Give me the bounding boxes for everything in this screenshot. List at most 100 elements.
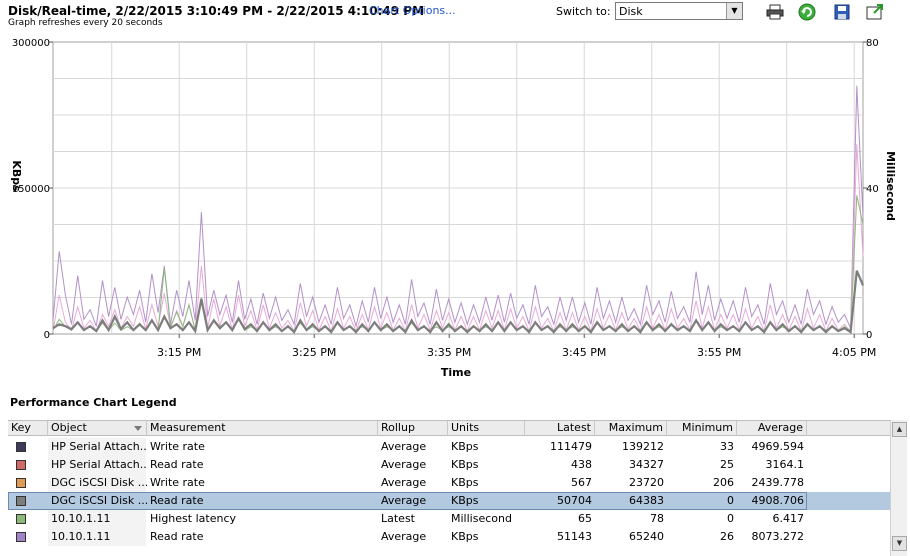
- cell-units: Millisecond: [451, 512, 512, 525]
- save-icon[interactable]: [832, 2, 852, 22]
- col-minimum[interactable]: Minimum: [667, 421, 737, 436]
- cell-object: HP Serial Attach...: [51, 440, 147, 453]
- object-cell-background: [48, 456, 146, 474]
- x-tick-label: 3:45 PM: [562, 346, 606, 359]
- performance-chart: 300000 150000 0 80 40 0 3:15 PM 3:25 PM 3:35 PM 3…: [10, 38, 897, 379]
- switch-to-label: Switch to:: [556, 5, 611, 18]
- y-tick-label: 300000: [12, 38, 50, 49]
- cell-maximum: 78: [650, 512, 664, 525]
- cell-latest: 51143: [557, 530, 592, 543]
- cell-measurement: Read rate: [150, 458, 204, 471]
- col-latest[interactable]: Latest: [525, 421, 595, 436]
- sort-descending-icon: [134, 426, 142, 431]
- y-tick-label: 0: [44, 330, 50, 341]
- y-tick-label: 150000: [12, 184, 50, 195]
- cell-object: DGC iSCSI Disk ...: [51, 476, 147, 489]
- chart-grid: [52, 41, 864, 335]
- x-tick-label: 3:25 PM: [292, 346, 336, 359]
- col-object[interactable]: Object: [48, 421, 147, 436]
- cell-latest: 438: [571, 458, 592, 471]
- y2-axis-label: Millisecond: [884, 151, 897, 221]
- col-average[interactable]: Average: [737, 421, 807, 436]
- chart-header: Disk/Real-time, 2/22/2015 3:10:49 PM - 2…: [0, 0, 910, 36]
- cell-units: KBps: [451, 494, 479, 507]
- cell-rollup: Average: [381, 440, 427, 453]
- cell-latest: 111479: [550, 440, 592, 453]
- cell-average: 8073.272: [751, 530, 805, 543]
- popout-icon[interactable]: [865, 2, 885, 22]
- cell-maximum: 34327: [629, 458, 664, 471]
- series-line-0: [52, 85, 864, 329]
- switch-to-value: Disk: [619, 5, 643, 18]
- cell-average: 3164.1: [765, 458, 805, 471]
- series-color-swatch: [16, 478, 26, 488]
- legend-row[interactable]: DGC iSCSI Disk ... Read rate Average KBps 50…: [8, 492, 890, 510]
- object-cell-background: [48, 438, 146, 456]
- cell-maximum: 65240: [629, 530, 664, 543]
- object-cell-background: [48, 510, 146, 528]
- chevron-down-icon[interactable]: ▼: [726, 3, 742, 19]
- cell-maximum: 23720: [629, 476, 664, 489]
- cell-measurement: Read rate: [150, 530, 204, 543]
- object-cell-background: [48, 528, 146, 546]
- cell-measurement: Read rate: [150, 494, 204, 507]
- series-color-swatch: [16, 442, 26, 452]
- switch-to-select[interactable]: Disk ▼: [615, 2, 743, 20]
- chart-axes: 300000 150000 0 80 40 0 3:15 PM 3:25 PM 3:35 PM 3…: [12, 38, 879, 359]
- cell-average: 4908.706: [751, 494, 805, 507]
- cell-units: KBps: [451, 476, 479, 489]
- cell-minimum: 0: [727, 512, 734, 525]
- cell-average: 4969.594: [751, 440, 805, 453]
- cell-rollup: Average: [381, 476, 427, 489]
- legend-row[interactable]: HP Serial Attach... Read rate Average KBps 4…: [8, 456, 890, 474]
- cell-object: HP Serial Attach...: [51, 458, 147, 471]
- legend-row[interactable]: 10.10.1.11 Highest latency Latest Milliseco…: [8, 510, 890, 528]
- x-tick-label: 3:55 PM: [697, 346, 741, 359]
- cell-units: KBps: [451, 440, 479, 453]
- y2-tick-label: 0: [866, 330, 872, 341]
- cell-minimum: 206: [713, 476, 734, 489]
- col-maximum[interactable]: Maximum: [595, 421, 667, 436]
- y2-tick-label: 80: [866, 38, 879, 49]
- cell-rollup: Latest: [381, 512, 415, 525]
- cell-rollup: Average: [381, 458, 427, 471]
- scroll-up-icon[interactable]: ▲: [892, 422, 907, 437]
- cell-object: DGC iSCSI Disk ...: [51, 494, 147, 507]
- cell-maximum: 64383: [629, 494, 664, 507]
- print-icon[interactable]: [765, 2, 785, 22]
- legend-row[interactable]: 10.10.1.11 Read rate Average KBps 51143 65240…: [8, 528, 890, 546]
- legend-row[interactable]: HP Serial Attach... Write rate Average KBps…: [8, 438, 890, 456]
- chart-options-link[interactable]: Chart Options...: [369, 4, 456, 17]
- cell-minimum: 26: [720, 530, 734, 543]
- refresh-note: Graph refreshes every 20 seconds: [8, 18, 163, 28]
- cell-measurement: Highest latency: [150, 512, 236, 525]
- selection-outline: [8, 492, 807, 510]
- cell-average: 2439.778: [751, 476, 805, 489]
- cell-latest: 50704: [557, 494, 592, 507]
- x-tick-label: 4:05 PM: [832, 346, 876, 359]
- cell-units: KBps: [451, 458, 479, 471]
- cell-units: KBps: [451, 530, 479, 543]
- cell-rollup: Average: [381, 494, 427, 507]
- legend-scrollbar[interactable]: ▲ ▼: [890, 420, 907, 556]
- col-rollup[interactable]: Rollup: [378, 421, 448, 436]
- col-measurement[interactable]: Measurement: [147, 421, 378, 436]
- series-color-swatch: [16, 460, 26, 470]
- col-units[interactable]: Units: [448, 421, 525, 436]
- col-key[interactable]: Key: [8, 421, 48, 436]
- chart-series: [52, 85, 865, 334]
- refresh-icon[interactable]: [797, 2, 817, 22]
- series-color-swatch: [16, 532, 26, 542]
- cell-object: 10.10.1.11: [51, 530, 111, 543]
- legend-title: Performance Chart Legend: [10, 396, 177, 409]
- col-object-label: Object: [51, 421, 87, 434]
- cell-minimum: 25: [720, 458, 734, 471]
- cell-measurement: Write rate: [150, 440, 205, 453]
- cell-minimum: 33: [720, 440, 734, 453]
- legend-header: Key Object Measurement Rollup Units Late…: [8, 420, 890, 436]
- scroll-down-icon[interactable]: ▼: [892, 536, 907, 551]
- object-cell-background: [48, 474, 146, 492]
- x-axis-label: Time: [441, 366, 471, 379]
- x-tick-label: 3:15 PM: [157, 346, 201, 359]
- legend-row[interactable]: DGC iSCSI Disk ... Write rate Average KBps 5…: [8, 474, 890, 492]
